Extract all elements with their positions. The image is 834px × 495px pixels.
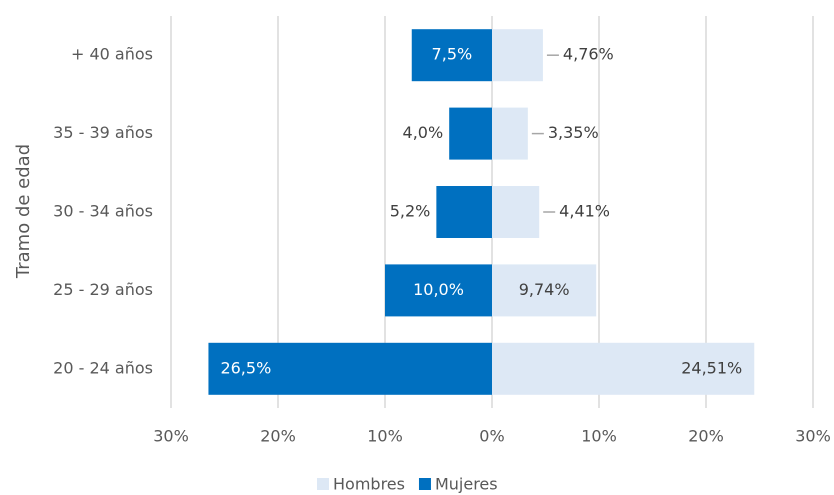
y-axis-title: Tramo de edad <box>13 144 34 279</box>
data-label: 4,0% <box>403 123 444 142</box>
x-tick-label: 30% <box>795 427 831 446</box>
bar <box>385 264 492 317</box>
bar <box>436 186 492 238</box>
x-tick-label: 20% <box>688 427 724 446</box>
y-tick-label: 20 - 24 años <box>53 358 153 377</box>
x-tick-label: 30% <box>153 427 189 446</box>
data-label: 9,74% <box>519 280 570 299</box>
data-label: 3,35% <box>548 123 599 142</box>
data-label: 7,5% <box>432 45 473 64</box>
legend-label: Mujeres <box>435 475 498 494</box>
legend-swatch <box>418 478 431 490</box>
data-label: 4,41% <box>559 202 610 221</box>
y-tick-label: 30 - 34 años <box>53 202 153 221</box>
bar <box>492 29 543 82</box>
x-tick-label: 10% <box>367 427 403 446</box>
x-tick-label: 20% <box>260 427 296 446</box>
bar <box>411 29 492 82</box>
bar <box>492 107 528 160</box>
y-tick-label: + 40 años <box>71 45 153 64</box>
bar <box>492 186 540 238</box>
legend-swatch <box>317 478 329 490</box>
bar <box>449 107 492 160</box>
data-label: 4,76% <box>563 45 614 64</box>
x-tick-label: 10% <box>581 427 617 446</box>
y-tick-label: 35 - 39 años <box>53 123 153 142</box>
bar <box>492 264 597 317</box>
y-tick-label: 25 - 29 años <box>53 280 153 299</box>
bar <box>492 342 755 395</box>
x-tick-label: 0% <box>479 427 504 446</box>
bar <box>208 342 492 395</box>
data-label: 10,0% <box>413 280 464 299</box>
legend-label: Hombres <box>333 475 405 494</box>
data-label: 5,2% <box>390 202 431 221</box>
data-label: 26,5% <box>220 358 271 377</box>
data-label: 24,51% <box>681 358 742 377</box>
